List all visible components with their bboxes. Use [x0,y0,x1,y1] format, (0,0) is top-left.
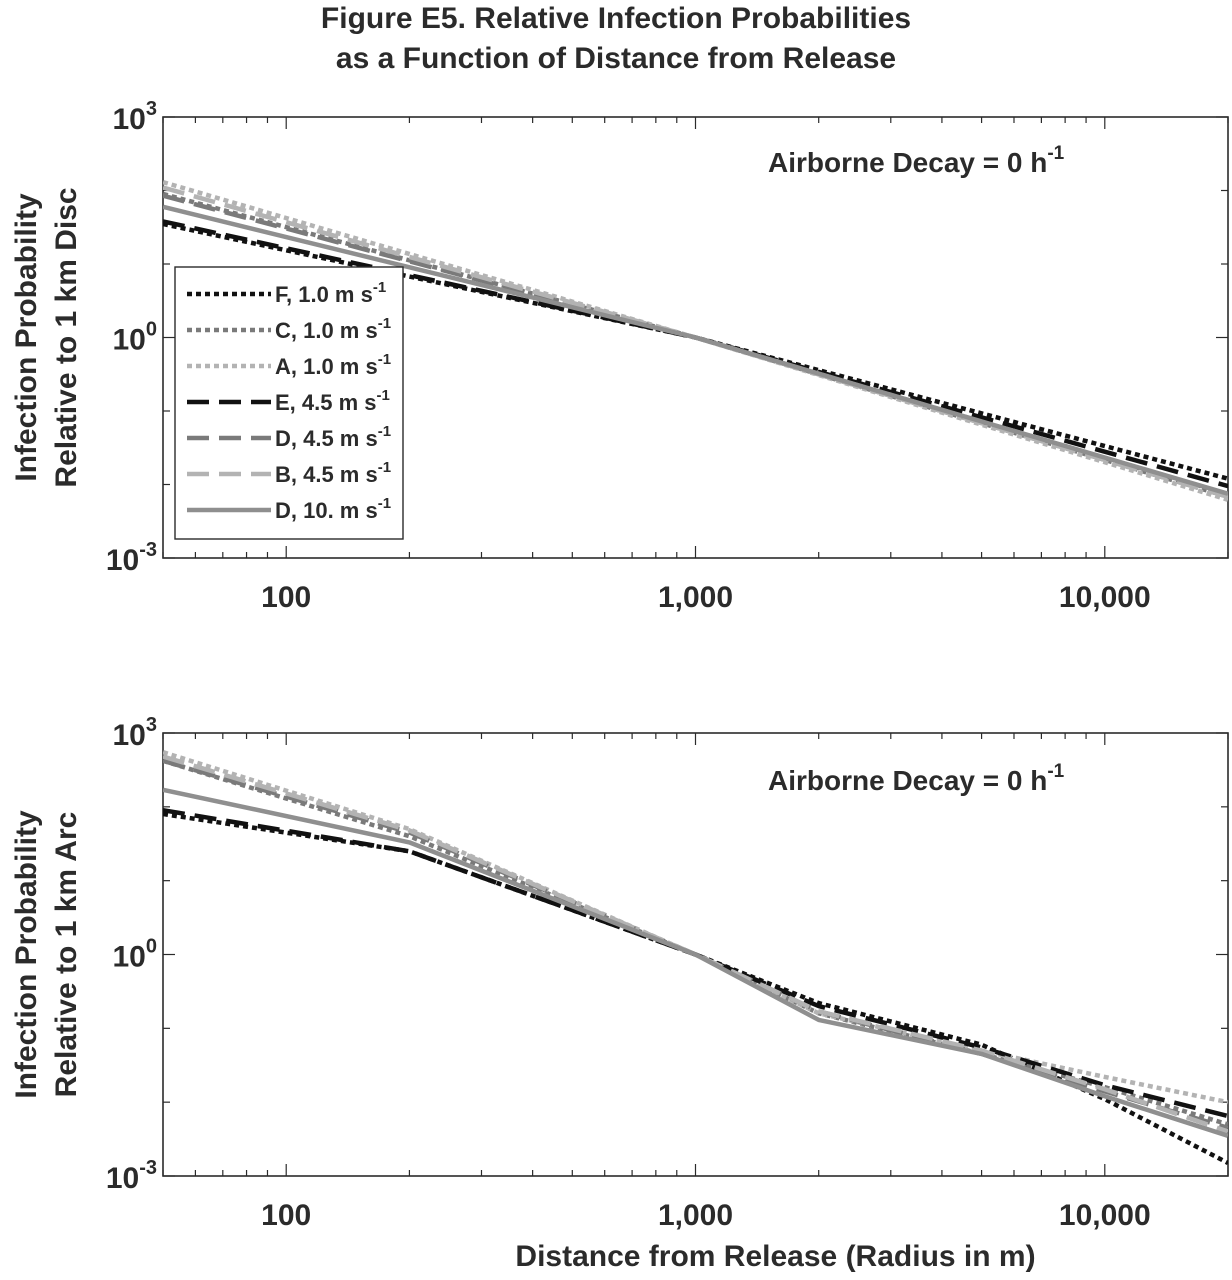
series-group [163,750,1228,1165]
legend-label: D, 4.5 m s-1 [275,423,391,451]
y-tick-label: 103 [113,714,158,752]
series-line [163,787,1228,1138]
legend-box [174,266,404,540]
x-tick-label: 1,000 [658,581,733,614]
x-axis-label: Distance from Release (Radius in m) [515,1240,1035,1273]
legend-label: D, 10. m s-1 [275,495,391,523]
decay-annotation: Airborne Decay = 0 h-1 [768,761,1065,796]
y-axis-label-line-1: Infection Probability [10,193,43,482]
legend-label: A, 1.0 m s-1 [275,351,391,379]
y-axis-label-line-2: Relative to 1 km Arc [50,812,83,1098]
legend-label: C, 1.0 m s-1 [275,315,391,343]
figure-title-line-2: as a Function of Distance from Release [335,42,897,75]
series-line [163,754,1228,1134]
series-line [163,750,1228,1105]
x-tick-label: 100 [261,1199,311,1232]
y-tick-label: 100 [113,936,158,974]
chart-panel-bottom: 100 1,000 10,000 10-3 100 103 Infection Probab… [10,714,1229,1273]
legend-label: E, 4.5 m s-1 [275,387,390,415]
x-tick-label: 100 [261,581,311,614]
chart-panel-top: 100 1,000 10,000 10-3 100 103 Infection Probab… [10,98,1229,614]
figure-title-line-1: Figure E5. Relative Infection Probabilit… [320,2,912,35]
series-line [163,811,1228,1165]
series-line [163,204,1228,496]
legend-label: B, 4.5 m s-1 [275,459,391,487]
x-tick-label: 10,000 [1059,581,1151,614]
series-group [163,179,1228,502]
y-axis-label-line-2: Relative to 1 km Disc [50,187,83,487]
series-line [163,807,1228,1119]
y-tick-label: 100 [113,319,158,357]
legend-label: F, 1.0 m s-1 [275,279,386,307]
y-axis-label-line-1: Infection Probability [10,810,43,1099]
y-tick-label: 103 [113,98,158,136]
y-tick-label: 10-3 [106,1157,157,1195]
y-tick-label: 10-3 [106,539,157,577]
decay-annotation: Airborne Decay = 0 h-1 [768,143,1065,178]
x-tick-label: 10,000 [1059,1199,1151,1232]
x-tick-label: 1,000 [658,1199,733,1232]
series-line [163,179,1228,502]
